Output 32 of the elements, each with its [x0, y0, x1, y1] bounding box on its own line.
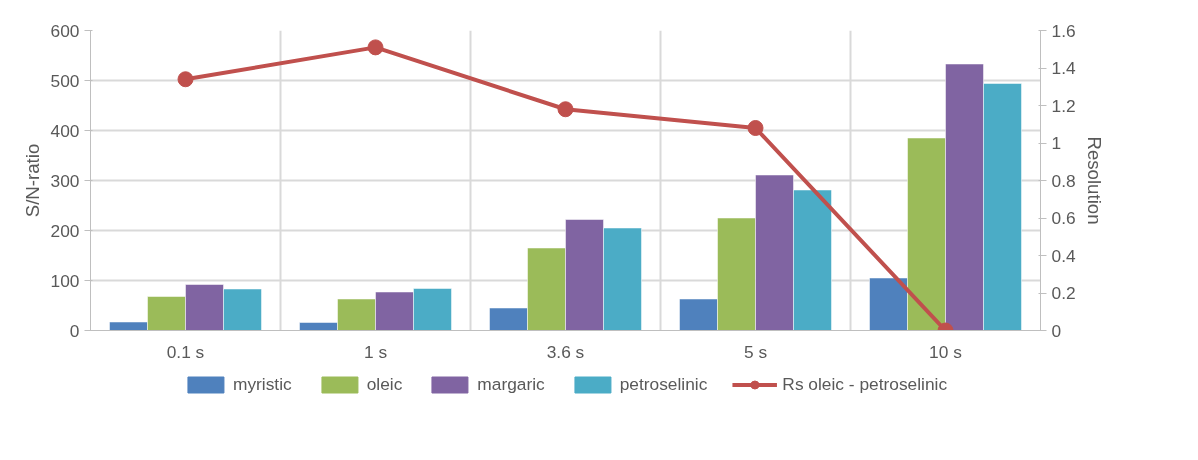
y-tick-label: 100 [50, 270, 80, 291]
y2-tick-label: 0.6 [1051, 208, 1076, 228]
legend-label: oleic [366, 373, 403, 395]
y-tick-label: 400 [50, 120, 80, 141]
point [367, 39, 384, 56]
legend-label: petroselinic [619, 373, 708, 395]
y2-tick-label: 1.6 [1051, 20, 1076, 41]
y-tick-label: 600 [50, 20, 80, 41]
point [177, 71, 194, 88]
x-tick-label: 5 s [743, 341, 768, 362]
legend-label: myristic [232, 373, 292, 395]
x-tick-label: 3.6 s [546, 341, 585, 362]
y2-tick-label: 1.2 [1051, 95, 1076, 116]
y-tick-label: 200 [50, 220, 80, 241]
y-tick-label: 300 [50, 170, 80, 191]
point [557, 101, 574, 118]
y2-tick-label: 0.8 [1051, 170, 1076, 191]
y2-tick-label: 0 [1051, 320, 1062, 341]
legend-label: Rs oleic - petroselinic [782, 373, 948, 395]
y2-axis-title: Resolution [1083, 136, 1105, 225]
y2-tick-label: 0.2 [1051, 283, 1076, 303]
x-tick-label: 0.1 s [166, 341, 205, 362]
x-tick-label: 10 s [929, 341, 963, 362]
y-tick-label: 0 [69, 320, 80, 341]
point [747, 120, 764, 136]
legend-label: margaric [477, 373, 545, 395]
x-tick-label: 1 s [363, 341, 388, 362]
y2-tick-label: 1 [1051, 133, 1062, 153]
y2-tick-label: 1.4 [1051, 58, 1076, 78]
y-axis-title: S/N-ratio [21, 143, 43, 218]
y2-tick-label: 0.4 [1051, 245, 1076, 266]
y-tick-label: 500 [50, 70, 80, 91]
